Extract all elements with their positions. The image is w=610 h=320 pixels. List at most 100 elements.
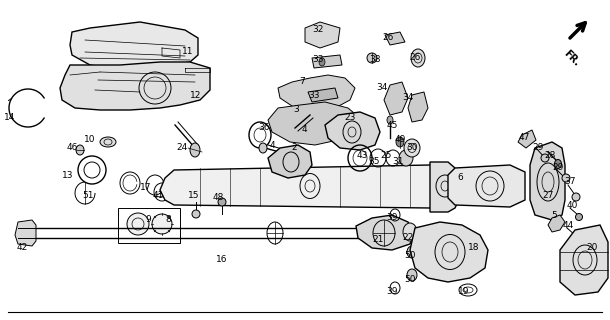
Text: 26: 26	[382, 34, 393, 43]
Polygon shape	[548, 215, 565, 232]
Text: 15: 15	[188, 190, 199, 199]
Ellipse shape	[218, 198, 226, 206]
Text: 20: 20	[586, 244, 598, 252]
Ellipse shape	[367, 53, 377, 63]
Text: 5: 5	[551, 211, 557, 220]
Text: 12: 12	[190, 91, 202, 100]
Text: 45: 45	[386, 121, 398, 130]
Ellipse shape	[127, 213, 149, 235]
Ellipse shape	[76, 145, 84, 155]
Text: 33: 33	[312, 55, 324, 65]
Text: 50: 50	[404, 276, 416, 284]
Text: 35: 35	[368, 157, 380, 166]
Text: 10: 10	[84, 135, 96, 145]
Text: 37: 37	[564, 178, 576, 187]
Polygon shape	[518, 130, 536, 148]
Text: 30: 30	[406, 143, 418, 153]
Polygon shape	[408, 92, 428, 122]
Text: 3: 3	[293, 106, 299, 115]
Text: 34: 34	[376, 84, 388, 92]
Polygon shape	[305, 22, 340, 48]
Text: 29: 29	[552, 164, 564, 172]
Text: 36: 36	[258, 124, 270, 132]
Text: 40: 40	[566, 201, 578, 210]
Text: 7: 7	[299, 77, 305, 86]
Text: 9: 9	[145, 215, 151, 225]
Text: 32: 32	[312, 26, 324, 35]
Ellipse shape	[259, 143, 267, 153]
Text: 44: 44	[562, 220, 573, 229]
Text: FR.: FR.	[562, 48, 582, 68]
Text: 4: 4	[269, 140, 275, 149]
Ellipse shape	[100, 137, 116, 147]
Polygon shape	[15, 220, 36, 246]
Polygon shape	[448, 165, 525, 207]
Polygon shape	[356, 215, 415, 250]
Text: 39: 39	[386, 213, 398, 222]
Text: 33: 33	[308, 91, 320, 100]
Ellipse shape	[562, 174, 570, 182]
Polygon shape	[268, 145, 312, 178]
Text: 48: 48	[212, 194, 224, 203]
Text: 49: 49	[394, 135, 406, 145]
Text: 21: 21	[372, 236, 384, 244]
Ellipse shape	[572, 193, 580, 201]
Text: 42: 42	[16, 244, 27, 252]
Ellipse shape	[403, 223, 417, 241]
Ellipse shape	[573, 234, 580, 241]
Ellipse shape	[407, 246, 417, 258]
Polygon shape	[530, 142, 565, 220]
Text: 41: 41	[152, 190, 163, 199]
Ellipse shape	[190, 143, 200, 157]
Text: 50: 50	[404, 251, 416, 260]
Ellipse shape	[387, 116, 393, 124]
Polygon shape	[308, 88, 338, 102]
Polygon shape	[384, 82, 408, 115]
Polygon shape	[560, 225, 608, 295]
Text: 26: 26	[409, 53, 421, 62]
Ellipse shape	[319, 58, 325, 66]
Bar	[118, 208, 180, 243]
Text: 17: 17	[140, 183, 152, 193]
Text: 11: 11	[182, 47, 194, 57]
Text: 46: 46	[66, 143, 77, 153]
Ellipse shape	[152, 214, 172, 234]
Polygon shape	[268, 102, 360, 145]
Polygon shape	[325, 112, 380, 150]
Text: 34: 34	[403, 93, 414, 102]
Text: 27: 27	[542, 190, 554, 199]
Polygon shape	[70, 22, 198, 68]
Polygon shape	[278, 75, 355, 112]
Text: 25: 25	[380, 150, 392, 159]
Text: 2: 2	[291, 143, 297, 153]
Ellipse shape	[396, 137, 404, 147]
Text: 51: 51	[82, 190, 94, 199]
Polygon shape	[312, 55, 342, 68]
Text: 4: 4	[301, 125, 307, 134]
Text: 24: 24	[176, 143, 188, 153]
Text: 8: 8	[165, 215, 171, 225]
Ellipse shape	[554, 159, 561, 169]
Polygon shape	[430, 162, 460, 212]
Text: 39: 39	[386, 287, 398, 297]
Text: 16: 16	[217, 255, 228, 265]
Text: 43: 43	[356, 150, 368, 159]
Polygon shape	[60, 62, 210, 110]
Text: 28: 28	[544, 150, 556, 159]
Polygon shape	[410, 222, 488, 282]
Text: 31: 31	[392, 157, 404, 166]
Ellipse shape	[411, 49, 425, 67]
Ellipse shape	[575, 213, 583, 220]
Polygon shape	[160, 165, 445, 208]
Text: 29: 29	[533, 143, 544, 153]
Ellipse shape	[541, 154, 549, 162]
Ellipse shape	[192, 210, 200, 218]
Text: 6: 6	[457, 173, 463, 182]
Text: 19: 19	[458, 287, 470, 297]
Text: 13: 13	[62, 171, 74, 180]
Text: 18: 18	[468, 244, 479, 252]
Text: 47: 47	[518, 133, 529, 142]
Text: 22: 22	[403, 234, 414, 243]
Ellipse shape	[407, 269, 417, 281]
Text: 38: 38	[369, 55, 381, 65]
